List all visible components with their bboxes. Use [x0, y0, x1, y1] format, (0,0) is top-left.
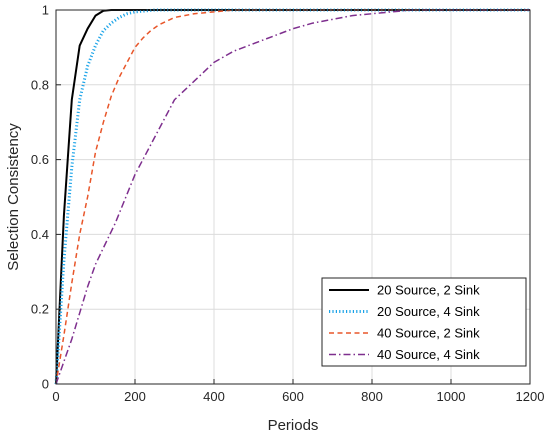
- y-tick-label: 0.8: [31, 77, 49, 92]
- legend-label: 20 Source, 4 Sink: [377, 304, 480, 319]
- legend-label: 40 Source, 2 Sink: [377, 326, 480, 341]
- ticks: 0 200 400 600 800 1000 1200 0 0.2 0.4 0.6 0.8 1: [31, 3, 545, 405]
- legend: 20 Source, 2 Sink 20 Source, 4 Sink 40 Sou…: [321, 277, 527, 367]
- y-tick-label: 0.4: [31, 227, 49, 242]
- x-tick-label: 1000: [437, 389, 466, 404]
- legend-label: 20 Source, 2 Sink: [377, 283, 480, 298]
- y-tick-label: 1: [42, 3, 49, 18]
- legend-box: [321, 277, 527, 367]
- y-tick-label: 0.6: [31, 152, 49, 167]
- legend-label: 40 Source, 4 Sink: [377, 347, 480, 362]
- x-tick-label: 400: [203, 389, 225, 404]
- x-tick-label: 200: [124, 389, 146, 404]
- y-tick-label: 0.2: [31, 302, 49, 317]
- x-tick-label: 800: [361, 389, 383, 404]
- y-tick-label: 0: [42, 377, 49, 392]
- y-axis-label: Selection Consistency: [5, 123, 22, 271]
- x-tick-label: 1200: [516, 389, 545, 404]
- x-tick-label: 0: [52, 389, 59, 404]
- series-line-3: [55, 9, 530, 385]
- x-tick-label: 600: [282, 389, 304, 404]
- series-line-4: [55, 9, 530, 385]
- x-axis-label: Periods: [268, 417, 319, 434]
